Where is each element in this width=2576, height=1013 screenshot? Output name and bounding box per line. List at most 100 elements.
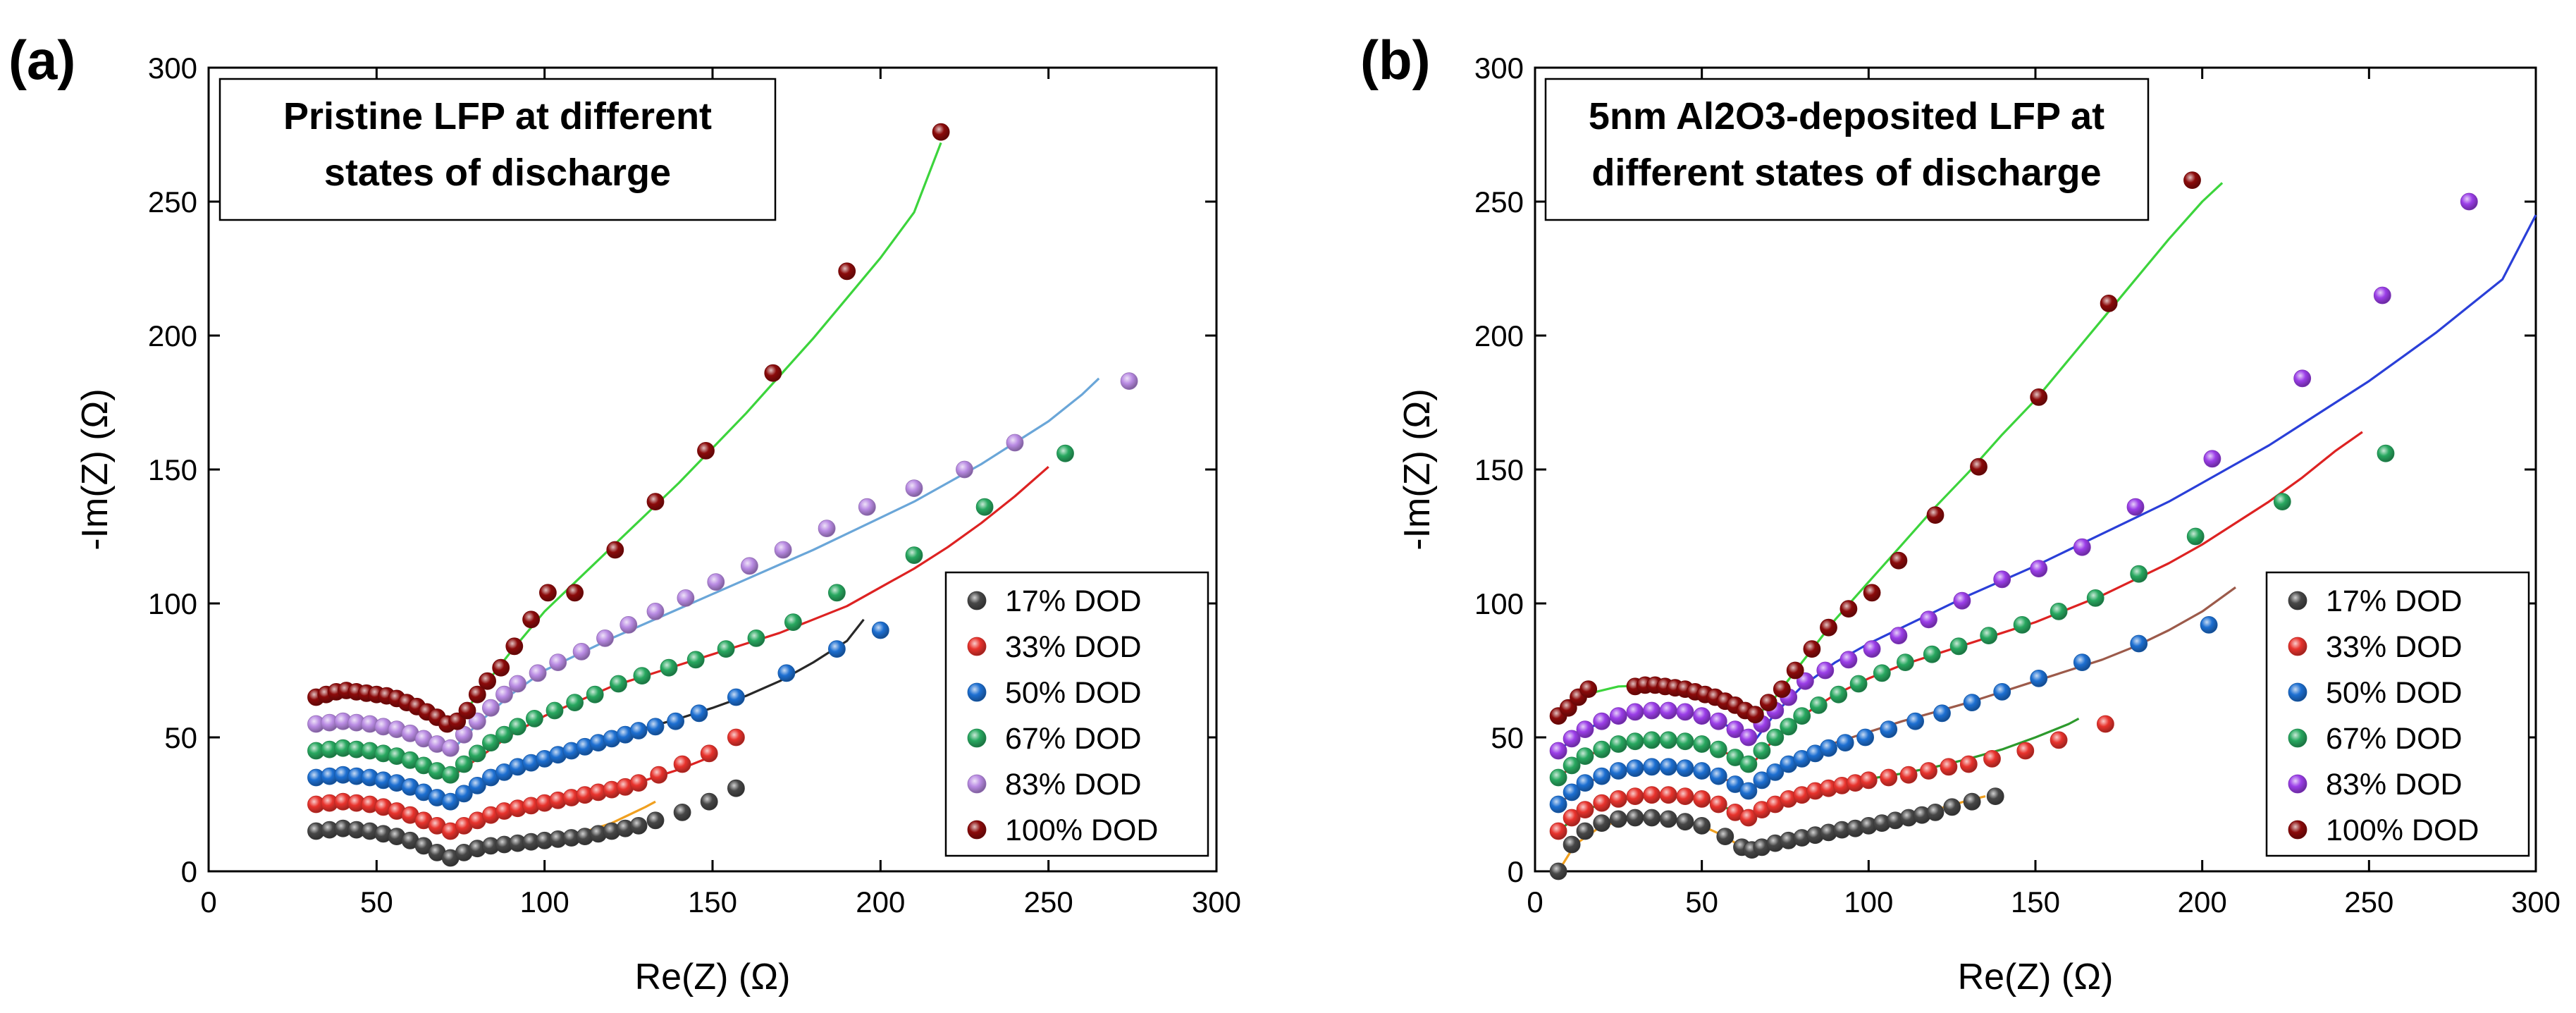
panel-b-point: [1739, 782, 1758, 800]
panel-a-legend-label: 17% DOD: [1005, 584, 1142, 618]
panel-b-point: [1739, 728, 1758, 747]
panel-b-point: [1609, 762, 1627, 780]
panel-b-title-line-2: different states of discharge: [1591, 152, 2101, 194]
panel-a-point: [509, 718, 526, 736]
panel-b-point: [1739, 755, 1758, 773]
panel-b-point: [1899, 766, 1918, 784]
panel-b-point: [1626, 732, 1644, 751]
panel-b-point: [1890, 551, 1908, 570]
panel-b-point: [2073, 538, 2091, 556]
panel-a-x-tick-label: 300: [1192, 885, 1241, 919]
panel-b-point: [1830, 685, 1848, 704]
panel-b-point: [2016, 742, 2035, 760]
panel-a-point: [441, 766, 460, 784]
panel-a-point: [660, 658, 678, 677]
panel-a-point: [586, 685, 604, 704]
panel-b-point: [1549, 768, 1567, 787]
panel-a-point: [690, 704, 708, 723]
panel-a-point: [629, 722, 648, 739]
panel-b-x-tick-label: 150: [2011, 885, 2060, 919]
panel-b-y-axis-title: -Im(Z) (Ω): [1397, 388, 1438, 550]
panel-a-y-tick-label: 50: [164, 721, 197, 754]
panel-b-legend-marker: [2288, 820, 2307, 840]
panel-b-y-tick-label: 150: [1474, 453, 1524, 486]
panel-a-point: [549, 653, 567, 671]
panel-b-point: [2050, 731, 2068, 749]
panel-b-legend-frame: [2265, 571, 2530, 857]
panel-a-y-tick-label: 0: [181, 855, 197, 888]
panel-a-legend-label: 100% DOD: [1005, 814, 1158, 847]
panel-b-point: [2030, 670, 2048, 687]
panel-a-point: [838, 262, 856, 281]
panel-b-point: [1676, 759, 1694, 778]
panel-a-point: [529, 664, 547, 682]
panel-a-fit-line-67-dod: [316, 465, 1049, 776]
panel-b-point: [1859, 771, 1878, 790]
panel-b-point: [1593, 814, 1611, 832]
panel-b-point: [1923, 645, 1941, 663]
panel-a-point: [764, 364, 782, 382]
panel-a-point: [975, 498, 994, 516]
panel-b-legend-items: 17% DOD 33% DOD 50% DOD 67% DOD 83% DOD 100% …: [2288, 584, 2479, 847]
panel-b-point: [1986, 787, 2004, 805]
panel-a-point: [566, 694, 584, 711]
panel-b-point: [2186, 527, 2205, 546]
panel-a-point: [495, 685, 513, 704]
panel-a-point: [468, 685, 486, 704]
panel-a-point: [522, 610, 540, 629]
panel-b-point: [2030, 388, 2048, 406]
panel-b-point: [1940, 758, 1958, 776]
panel-a-y-tick-label: 300: [148, 51, 197, 85]
panel-b-point: [1693, 817, 1711, 835]
panel-b-point: [1693, 790, 1711, 808]
panel-a-legend-marker: [967, 637, 987, 656]
panel-a-point: [747, 630, 765, 647]
panel-b-point: [1693, 707, 1711, 725]
panel-b-point: [1856, 728, 1875, 747]
panel-a-point: [774, 541, 792, 559]
panel-b-point: [1676, 732, 1694, 751]
panel-a-y-tick-label: 100: [148, 587, 197, 620]
panel-b-point: [2373, 286, 2391, 305]
panel-b-legend-marker: [2288, 728, 2307, 748]
panel-b-point: [1576, 747, 1594, 765]
panel-b-point: [1983, 750, 2001, 768]
panel-a-point: [505, 637, 524, 656]
panel-b-point: [1693, 735, 1711, 753]
panel-b-point: [1709, 767, 1727, 785]
panel-b-y-tick-label: 200: [1474, 319, 1524, 352]
panel-a-point: [717, 640, 735, 658]
panel-b-point: [1980, 627, 1998, 644]
panel-b-point: [1676, 787, 1694, 805]
panel-a-point: [700, 744, 718, 763]
panel-a-point: [905, 479, 923, 497]
panel-a-legend-label: 33% DOD: [1005, 630, 1142, 664]
panel-a-point: [905, 546, 923, 564]
panel-b-point: [1593, 794, 1611, 812]
panel-b-point: [1943, 798, 1961, 816]
panel-b-point: [1676, 813, 1694, 831]
panel-b-point: [1609, 790, 1627, 808]
panel-a-point: [526, 710, 543, 727]
panel-b-point: [1993, 683, 2011, 701]
panel-b-point: [1880, 768, 1898, 787]
panel-b-point: [1820, 618, 1837, 637]
panel-b-point: [1659, 701, 1677, 720]
panel-b: (b) 0 50 100 150 200 250 300 0 50 100 150 200 250 300…: [1360, 29, 2560, 997]
panel-a-point: [700, 792, 718, 811]
panel-b-legend-label: 83% DOD: [2326, 768, 2463, 802]
panel-a-axis-ticks: 0 50 100 150 200 250 300 0 50 100 150 200 250 300: [148, 51, 1241, 919]
panel-b-point: [1643, 786, 1661, 804]
panel-b-point: [1609, 810, 1627, 828]
panel-b-point: [1726, 720, 1744, 738]
panel-b-point: [1759, 694, 1777, 711]
panel-a-point: [646, 493, 665, 510]
panel-b-legend: 17% DOD 33% DOD 50% DOD 67% DOD 83% DOD 100% …: [2265, 571, 2530, 857]
panel-a-point: [818, 520, 836, 537]
panel-a-x-tick-label: 150: [688, 885, 737, 919]
panel-b-point: [1793, 707, 1811, 725]
panel-b-point: [1643, 809, 1661, 827]
panel-b-x-axis-title: Re(Z) (Ω): [1958, 957, 2114, 997]
panel-a-point: [482, 699, 500, 717]
panel-a-point: [932, 123, 950, 141]
